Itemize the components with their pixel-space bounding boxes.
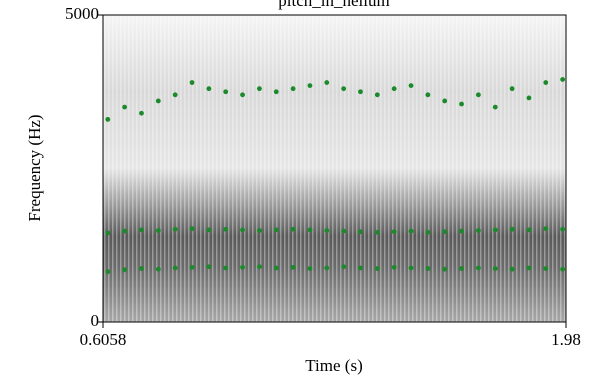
- formant-point: [374, 92, 380, 98]
- x-tick-label: 0.6058: [80, 330, 127, 349]
- formant-point: [105, 116, 111, 122]
- formant-point: [341, 264, 347, 270]
- formant-point: [391, 86, 397, 92]
- formant-point: [206, 86, 212, 92]
- formant-point: [189, 226, 195, 232]
- x-tick-label: 1.98: [551, 330, 581, 349]
- formant-point: [391, 229, 397, 235]
- formant-point: [189, 264, 195, 270]
- chart-title: pitch_in_helium: [278, 0, 389, 10]
- formant-point: [560, 266, 566, 272]
- formant-point: [139, 266, 144, 271]
- formant-point: [459, 266, 464, 271]
- formant-point: [492, 266, 498, 271]
- formant-point: [442, 229, 448, 235]
- formant-point: [324, 228, 330, 233]
- formant-point: [341, 86, 347, 92]
- formant-point: [425, 266, 431, 271]
- y-tick-label: 0: [91, 311, 100, 330]
- formant-point: [442, 266, 448, 272]
- formant-point: [223, 265, 229, 271]
- formant-point: [543, 266, 549, 271]
- formant-point: [290, 226, 296, 232]
- formant-point: [475, 265, 481, 271]
- formant-point: [526, 265, 532, 271]
- formant-point: [122, 267, 128, 273]
- formant-point: [509, 226, 515, 232]
- formant-point: [290, 264, 296, 270]
- formant-point: [358, 265, 363, 271]
- formant-point: [425, 92, 431, 98]
- formant-point: [155, 266, 161, 272]
- formant-point: [155, 98, 161, 104]
- formant-point: [374, 266, 380, 271]
- formant-point: [475, 228, 481, 233]
- y-axis-label: Frequency (Hz): [25, 114, 44, 221]
- formant-point: [442, 98, 448, 104]
- formant-point: [206, 264, 212, 270]
- formant-point: [172, 265, 178, 271]
- formant-point: [509, 86, 515, 92]
- formant-point: [105, 269, 111, 275]
- formant-point: [324, 80, 330, 85]
- formant-point: [475, 92, 481, 98]
- formant-point: [408, 83, 414, 89]
- formant-point: [240, 92, 245, 98]
- formant-point: [240, 227, 245, 233]
- formant-point: [492, 227, 498, 233]
- formant-point: [543, 80, 549, 85]
- formant-point: [341, 228, 347, 234]
- formant-point: [240, 264, 245, 270]
- formant-point: [374, 229, 380, 235]
- formant-point: [273, 227, 279, 233]
- spectrogram-texture: [103, 15, 566, 322]
- formant-point: [543, 226, 549, 232]
- formant-point: [391, 264, 397, 270]
- formant-point: [358, 89, 363, 95]
- formant-point: [408, 228, 414, 234]
- formant-point: [139, 227, 144, 233]
- formant-point: [273, 89, 279, 95]
- formant-point: [172, 92, 178, 98]
- formant-point: [307, 266, 313, 271]
- x-axis-label: Time (s): [305, 356, 362, 375]
- plot-frame: [102, 14, 567, 323]
- formant-point: [358, 229, 363, 235]
- formant-point: [459, 101, 464, 107]
- formant-point: [526, 227, 532, 233]
- formant-point: [509, 266, 515, 272]
- formant-point: [307, 227, 313, 233]
- formant-point: [189, 80, 195, 85]
- formant-point: [560, 226, 566, 232]
- formant-point: [307, 83, 313, 89]
- formant-point: [324, 265, 330, 271]
- formant-point: [223, 89, 229, 95]
- formant-point: [256, 228, 262, 233]
- formant-point: [223, 226, 229, 232]
- formant-point: [206, 227, 212, 233]
- formant-point: [425, 229, 431, 235]
- formant-point: [155, 228, 161, 233]
- formant-point: [139, 110, 144, 116]
- formant-point: [290, 86, 296, 92]
- y-tick-label: 5000: [65, 4, 99, 23]
- formant-point: [273, 265, 279, 271]
- formant-point: [492, 104, 498, 110]
- formant-point: [172, 226, 178, 232]
- formant-point: [105, 230, 111, 236]
- formant-point: [526, 95, 532, 101]
- formant-point: [256, 86, 262, 92]
- formant-point: [459, 228, 464, 234]
- formant-point: [408, 265, 414, 271]
- formant-point: [122, 104, 128, 110]
- formant-point: [256, 264, 262, 270]
- formant-point: [560, 77, 566, 82]
- formant-point: [122, 228, 128, 234]
